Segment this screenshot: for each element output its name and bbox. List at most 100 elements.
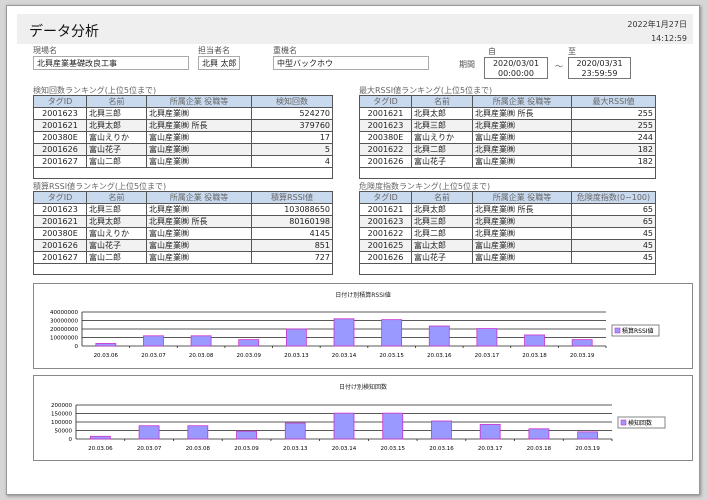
table-cell: 2001623 (33, 203, 87, 216)
table-row: 2001627 富山二郎 富山産業㈱ 4 (33, 155, 333, 168)
bar (381, 319, 403, 347)
table-cell: 17 (251, 131, 333, 144)
table-cell: 2001626 (33, 143, 87, 156)
x-tick-label: 20.03.18 (522, 353, 547, 359)
table-cell: 富山産業㈱ (146, 227, 252, 240)
table-cell: 北興三郎 (411, 119, 473, 132)
person-label: 担当者名 (198, 46, 230, 55)
table-cell: 727 (251, 251, 333, 264)
from-datetime-field[interactable]: 2020/03/01 00:00:00 (484, 57, 548, 79)
x-tick-label: 20.03.15 (380, 446, 405, 452)
table-cell: 富山花子 (86, 143, 147, 156)
from-time: 00:00:00 (498, 69, 534, 78)
to-datetime-field[interactable]: 2020/03/31 23:59:59 (568, 57, 631, 79)
table-cell: 富山花子 (411, 155, 473, 168)
table-row: 2001626 富山花子 富山産業㈱ 5 (33, 143, 333, 156)
bar (138, 425, 160, 440)
site-field[interactable]: 北興産業基礎改良工事 (33, 56, 189, 70)
table-row: 2001621 北興太郎 北興産業㈱ 所長 255 (359, 107, 656, 120)
period-label: 期間 (459, 60, 475, 69)
table-cell: 5 (251, 143, 333, 156)
column-header: 所属企業 役職等 (472, 95, 572, 108)
table-cell: 北興産業㈱ 所長 (472, 203, 572, 216)
table-cell: 182 (571, 143, 656, 156)
page-title: データ分析 (29, 24, 99, 40)
table-cell: 2001622 (359, 143, 412, 156)
table-cell: 富山産業㈱ (146, 155, 252, 168)
report-time: 14:12:59 (651, 34, 687, 43)
table-cell: 富山産業㈱ (472, 239, 572, 252)
column-header: 積算RSSI値 (251, 191, 333, 204)
table-cell: 北興三郎 (86, 203, 147, 216)
legend-swatch (620, 419, 627, 426)
bar (382, 412, 404, 440)
to-label: 至 (568, 47, 576, 56)
to-date: 2020/03/31 (576, 59, 623, 68)
legend-swatch (614, 327, 621, 334)
column-header: 所属企業 役職等 (146, 95, 252, 108)
table-cell: 北興太郎 (411, 107, 473, 120)
table-cell: 北興産業㈱ (472, 119, 572, 132)
table-row: 2001623 北興三郎 北興産業㈱ 65 (359, 215, 656, 228)
table-cell: 富山花子 (86, 239, 147, 252)
report-datetime: 2022年1月27日 14:12:59 (627, 18, 687, 46)
column-header: 最大RSSI値 (571, 95, 656, 108)
bar (528, 428, 550, 440)
x-tick-label: 20.03.19 (570, 353, 595, 359)
x-tick-label: 20.03.13 (283, 446, 308, 452)
column-header: 危険度指数(0−100) (571, 191, 656, 204)
y-tick-label: 150000 (51, 412, 72, 418)
header-row: タグID 名前 所属企業 役職等 危険度指数(0−100) (359, 191, 656, 204)
bar (524, 334, 545, 347)
table-cell: 200380E (359, 131, 412, 144)
column-header: 名前 (86, 95, 147, 108)
bar (431, 420, 452, 440)
x-tick-label: 20.03.07 (141, 353, 166, 359)
table-cell: 4145 (251, 227, 333, 240)
max-rssi-ranking-table: タグID 名前 所属企業 役職等 最大RSSI値 2001621 北興太郎 北興産業㈱ 所長… (359, 95, 656, 179)
x-tick-label: 20.03.09 (234, 446, 259, 452)
column-header: 所属企業 役職等 (472, 191, 572, 204)
table-cell: 北興産業㈱ (472, 215, 572, 228)
table-cell: 2001622 (359, 227, 412, 240)
x-tick-label: 20.03.17 (478, 446, 503, 452)
bar (95, 343, 117, 347)
table-cell: 富山産業㈱ (472, 131, 572, 144)
blank-row (359, 263, 656, 275)
table-cell: 2001621 (359, 107, 412, 120)
bar (284, 422, 306, 440)
table-cell: 4 (251, 155, 333, 168)
table-cell: 65 (571, 215, 656, 228)
legend (611, 324, 660, 337)
site-label: 現場名 (33, 46, 57, 55)
table-cell: 2001626 (33, 239, 87, 252)
y-tick-label: 50000 (55, 429, 73, 435)
x-tick-label: 20.03.16 (429, 446, 454, 452)
table-cell: 富山太郎 (411, 239, 473, 252)
table-cell: 富山産業㈱ (472, 251, 572, 264)
table-cell: 富山産業㈱ (472, 155, 572, 168)
table-cell: 851 (251, 239, 333, 252)
table-row: 2001621 北興太郎 北興産業㈱ 所長 80160198 (33, 215, 333, 228)
table-cell: 2001623 (359, 119, 412, 132)
chart-title: 日付け別検知回数 (338, 384, 387, 391)
header-row: タグID 名前 所属企業 役職等 最大RSSI値 (359, 95, 656, 108)
table-cell: 北興二郎 (411, 227, 473, 240)
table-cell: 富山えりか (86, 131, 147, 144)
person-field[interactable]: 北興 太郎 (198, 56, 240, 70)
to-time: 23:59:59 (581, 69, 618, 78)
x-tick-label: 20.03.19 (575, 446, 600, 452)
table-cell: 200380E (33, 227, 87, 240)
table-cell: 65 (571, 203, 656, 216)
table-cell: 2001621 (359, 203, 412, 216)
table-cell: 45 (571, 239, 656, 252)
chart-title: 日付け別積算RSSI値 (335, 292, 391, 299)
table-cell: 2001621 (33, 215, 87, 228)
legend (617, 416, 666, 429)
table-row: 2001626 富山花子 富山産業㈱ 182 (359, 155, 656, 168)
bar (333, 412, 355, 440)
x-tick-label: 20.03.18 (527, 446, 552, 452)
table-cell: 北興産業㈱ (472, 227, 572, 240)
machine-field[interactable]: 中型バックホウ (273, 56, 429, 70)
y-tick-label: 30000000 (50, 319, 78, 325)
